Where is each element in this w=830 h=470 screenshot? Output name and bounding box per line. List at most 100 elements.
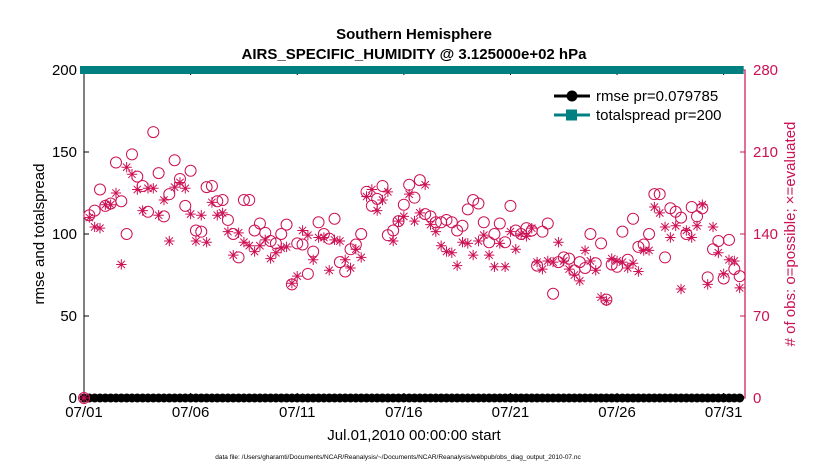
totalspread-point (570, 66, 579, 74)
totalspread-point (85, 66, 94, 74)
obs-evaluated-point (371, 205, 383, 216)
obs-possible-point (280, 218, 293, 231)
obs-evaluated-point (148, 183, 159, 194)
obs-evaluated-point (142, 183, 154, 194)
totalspread-point (373, 66, 382, 74)
obs-possible-point (216, 194, 229, 207)
totalspread-point (314, 66, 323, 74)
legend-label: rmse pr=0.079785 (596, 88, 718, 105)
obs-evaluated-point (212, 210, 223, 221)
obs-possible-point (205, 179, 218, 192)
totalspread-point (80, 66, 88, 74)
totalspread-point (645, 66, 654, 74)
totalspread-point (191, 66, 200, 74)
obs-evaluated-point (531, 256, 543, 268)
obs-evaluated-point (606, 253, 617, 264)
obs-possible-point (88, 204, 101, 217)
legend-label: totalspread pr=200 (596, 107, 722, 124)
totalspread-point (138, 66, 147, 74)
y-right-tick-label: 0 (753, 390, 761, 407)
obs-evaluated-point (654, 207, 665, 219)
obs-evaluated-point (553, 237, 564, 248)
obs-evaluated-point (435, 240, 447, 251)
totalspread-point (181, 66, 190, 74)
totalspread-point (133, 66, 142, 74)
obs-possible-point (195, 225, 208, 238)
totalspread-point (207, 66, 216, 74)
obs-possible-point (493, 217, 506, 230)
totalspread-point (399, 66, 408, 74)
y-tick-label: 100 (52, 226, 77, 243)
obs-evaluated-point (345, 262, 356, 274)
obs-evaluated-point (697, 199, 708, 210)
totalspread-point (426, 66, 435, 74)
obs-evaluated-point (286, 278, 298, 289)
x-tick-label: 07/26 (598, 404, 636, 421)
obs-evaluated-point (638, 245, 649, 256)
totalspread-point (362, 66, 371, 74)
x-tick-label: 07/16 (385, 404, 423, 421)
y-right-tick-label: 210 (753, 144, 778, 161)
footer-data-file: data file: /Users/gharamti/Documents/NCA… (215, 454, 581, 461)
obs-evaluated-point (622, 262, 633, 274)
totalspread-point (538, 66, 547, 74)
obs-possible-point (355, 228, 368, 240)
chart-subtitle: AIRS_SPECIFIC_HUMIDITY @ 3.125000e+02 hP… (242, 46, 588, 63)
obs-possible-point (78, 392, 90, 404)
obs-possible-point (595, 237, 608, 250)
totalspread-point (511, 66, 520, 74)
obs-evaluated-point (425, 219, 436, 230)
totalspread-point (335, 66, 344, 74)
obs-possible-point (477, 216, 490, 229)
obs-evaluated-point (403, 188, 415, 200)
obs-evaluated-point (643, 245, 655, 256)
obs-evaluated-point (190, 235, 202, 247)
obs-possible-point (723, 233, 736, 246)
totalspread-point (655, 66, 664, 74)
totalspread-point (682, 66, 691, 74)
obs-possible-point (301, 267, 314, 280)
obs-evaluated-point (238, 237, 250, 248)
totalspread-point (415, 66, 424, 74)
totalspread-point (559, 66, 568, 74)
obs-evaluated-point (451, 260, 463, 271)
totalspread-point (421, 66, 430, 74)
x-tick-label: 07/01 (65, 404, 103, 421)
obs-evaluated-point (137, 205, 148, 216)
obs-evaluated-point (579, 245, 591, 256)
obs-possible-point (472, 197, 485, 210)
obs-evaluated-point (510, 244, 521, 255)
totalspread-point (341, 66, 350, 74)
totalspread-point (501, 66, 510, 74)
obs-possible-point (152, 167, 165, 180)
totalspread-point (725, 66, 734, 74)
totalspread-point (250, 66, 259, 74)
obs-evaluated-point (537, 263, 548, 275)
totalspread-point (122, 66, 131, 74)
totalspread-point (154, 66, 163, 74)
obs-evaluated-point (547, 256, 559, 268)
y-axis-label-right: # of obs: o=possible; ×=evaluated (782, 122, 799, 347)
obs-evaluated-point (201, 237, 212, 248)
totalspread-point (495, 66, 504, 74)
obs-evaluated-point (174, 177, 186, 188)
totalspread-point (170, 66, 179, 74)
totalspread-point (506, 66, 515, 74)
totalspread-point (490, 66, 499, 74)
obs-evaluated-point (483, 249, 495, 261)
totalspread-point (623, 66, 632, 74)
totalspread-point (197, 66, 206, 74)
obs-evaluated-point (590, 265, 601, 276)
totalspread-point (410, 66, 419, 74)
totalspread-point (346, 66, 355, 74)
obs-evaluated-point (164, 235, 175, 247)
totalspread-point (629, 66, 638, 74)
obs-evaluated-point (681, 225, 692, 236)
obs-evaluated-point (100, 199, 111, 210)
totalspread-point (282, 66, 291, 74)
obs-evaluated-point (180, 183, 191, 194)
obs-evaluated-point (409, 215, 420, 227)
obs-evaluated-point (308, 254, 319, 265)
obs-evaluated-point (270, 247, 282, 258)
totalspread-point (223, 66, 232, 74)
